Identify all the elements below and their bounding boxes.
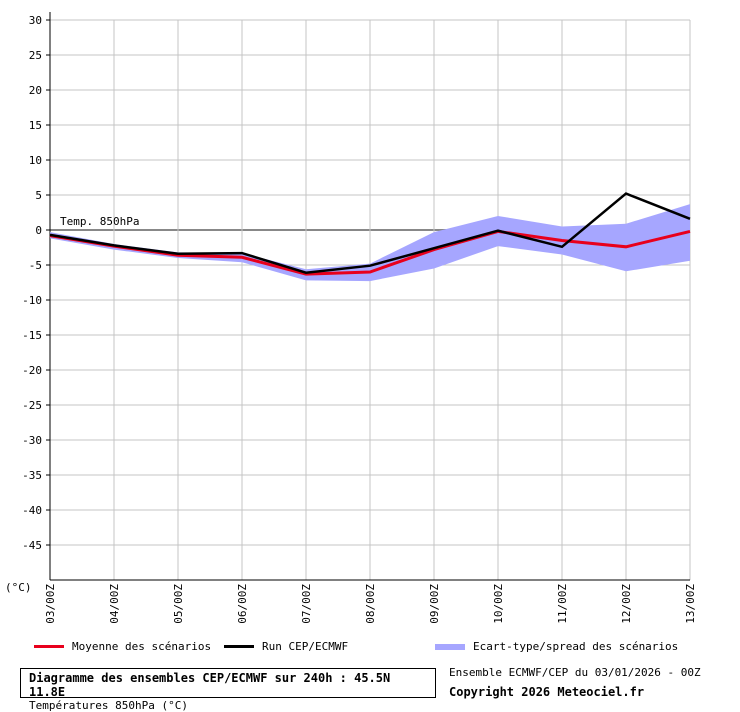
y-tick-label: 0 xyxy=(35,224,42,237)
legend-spread: Ecart-type/spread des scénarios xyxy=(435,640,678,653)
legend-run: Run CEP/ECMWF xyxy=(224,640,348,653)
y-tick-label: -30 xyxy=(22,434,42,447)
run-info: Ensemble ECMWF/CEP du 03/01/2026 - 00Z xyxy=(449,666,701,679)
x-tick-label: 12/00Z xyxy=(620,584,633,624)
y-tick-label: -45 xyxy=(22,539,42,552)
legend-run-swatch xyxy=(224,645,254,648)
x-tick-label: 13/00Z xyxy=(684,584,697,624)
grid xyxy=(50,12,690,580)
y-tick-label: 15 xyxy=(29,119,42,132)
y-tick-label: 25 xyxy=(29,49,42,62)
y-tick-label: -35 xyxy=(22,469,42,482)
x-tick-label: 11/00Z xyxy=(556,584,569,624)
x-tick-label: 03/00Z xyxy=(44,584,57,624)
x-tick-label: 08/00Z xyxy=(364,584,377,624)
legend-run-label: Run CEP/ECMWF xyxy=(262,640,348,653)
legend-spread-label: Ecart-type/spread des scénarios xyxy=(473,640,678,653)
x-tick-label: 06/00Z xyxy=(236,584,249,624)
copyright: Copyright 2026 Meteociel.fr xyxy=(449,685,644,699)
x-tick-label: 09/00Z xyxy=(428,584,441,624)
y-tick-label: -20 xyxy=(22,364,42,377)
y-tick-label: -5 xyxy=(29,259,42,272)
legend-spread-swatch xyxy=(435,644,465,650)
y-tick-label: -40 xyxy=(22,504,42,517)
legend-mean-swatch xyxy=(34,645,64,648)
x-tick-label: 07/00Z xyxy=(300,584,313,624)
legend-mean-label: Moyenne des scénarios xyxy=(72,640,211,653)
x-tick-labels: 03/00Z 04/00Z 05/00Z 06/00Z 07/00Z 08/00Z 09/0… xyxy=(44,584,697,624)
y-axis-unit: (°C) xyxy=(5,581,32,594)
chart-subtitle: Températures 850hPa (°C) xyxy=(29,699,427,712)
legend-mean: Moyenne des scénarios xyxy=(34,640,211,653)
x-tick-label: 10/00Z xyxy=(492,584,505,624)
y-tick-label: 10 xyxy=(29,154,42,167)
chart-title: Diagramme des ensembles CEP/ECMWF sur 24… xyxy=(29,671,427,699)
y-tick-label: 5 xyxy=(35,189,42,202)
chart-inner-label: Temp. 850hPa xyxy=(60,215,139,228)
y-tick-label: 30 xyxy=(29,14,42,27)
y-tick-labels: 30 25 20 15 10 5 0 -5 -10 -15 -20 -25 -30 -35 -40 -45 xyxy=(22,14,50,552)
x-tick-label: 04/00Z xyxy=(108,584,121,624)
y-tick-label: -15 xyxy=(22,329,42,342)
y-tick-label: -25 xyxy=(22,399,42,412)
ensemble-chart: 30 25 20 15 10 5 0 -5 -10 -15 -20 -25 -30 -35 -40 -45 0… xyxy=(0,0,740,640)
y-tick-label: 20 xyxy=(29,84,42,97)
chart-title-box: Diagramme des ensembles CEP/ECMWF sur 24… xyxy=(20,668,436,698)
x-tick-label: 05/00Z xyxy=(172,584,185,624)
y-tick-label: -10 xyxy=(22,294,42,307)
